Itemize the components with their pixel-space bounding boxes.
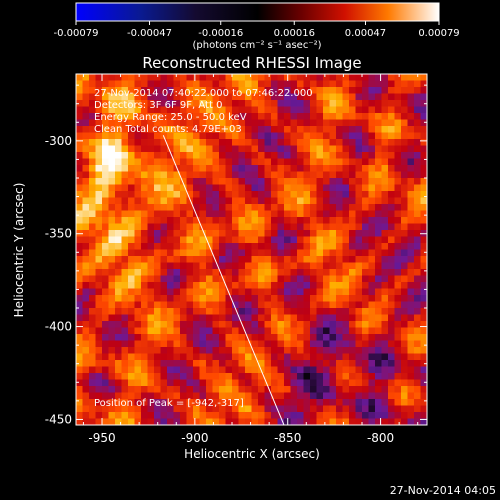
colorbar-tick-label: -0.00047 xyxy=(127,28,172,39)
y-tick-label: -350 xyxy=(45,227,72,241)
annotation-peak-position: Position of Peak = [-942,-317] xyxy=(94,398,244,409)
y-tick-label: -300 xyxy=(45,134,72,148)
x-tick-label: -800 xyxy=(367,431,394,445)
colorbar-tick-label: 0.00047 xyxy=(345,28,386,39)
heatmap-image xyxy=(76,74,427,425)
colorbar-tick-label: 0.00016 xyxy=(274,28,315,39)
colorbar-tick-label: -0.00016 xyxy=(198,28,243,39)
y-tick-label: -450 xyxy=(45,412,72,426)
plot-frame xyxy=(75,73,428,426)
annotation-clean-counts: Clean Total counts: 4.79E+03 xyxy=(94,124,242,135)
plot-area: -950 -900 -850 -800 -300 -350 -400 -450 xyxy=(45,73,428,445)
annotation-energy-range: Energy Range: 25.0 - 50.0 keV xyxy=(94,112,247,123)
axis-ticks: -950 -900 -850 -800 -300 -350 -400 -450 xyxy=(45,74,427,445)
y-axis-label: Heliocentric Y (arcsec) xyxy=(12,183,26,318)
annotation-time-range: 27-Nov-2014 07:40:22.000 to 07:46:22.000 xyxy=(94,88,313,99)
x-tick-label: -950 xyxy=(88,431,115,445)
annotation-detectors: Detectors: 3F 6F 9F, Att 0 xyxy=(94,100,222,111)
x-axis-label: Heliocentric X (arcsec) xyxy=(184,447,320,461)
x-tick-label: -850 xyxy=(274,431,301,445)
colorbar-gradient xyxy=(75,2,440,22)
colorbar-ticks: -0.00079 -0.00047 -0.00016 0.00016 0.00047 0.… xyxy=(54,21,460,39)
annotation-block: 27-Nov-2014 07:40:22.000 to 07:46:22.000… xyxy=(94,88,313,409)
colorbar-tick-label: 0.00079 xyxy=(418,28,459,39)
colorbar: -0.00079 -0.00047 -0.00016 0.00016 0.00047 0.… xyxy=(54,2,460,51)
y-tick-label: -400 xyxy=(45,320,72,334)
solar-limb-line xyxy=(162,135,285,426)
x-tick-label: -900 xyxy=(181,431,208,445)
chart-title: Reconstructed RHESSI Image xyxy=(142,54,361,72)
colorbar-tick-label: -0.00079 xyxy=(54,28,99,39)
colorbar-unit-label: (photons cm⁻² s⁻¹ asec⁻²) xyxy=(192,40,321,51)
timestamp: 27-Nov-2014 04:05 xyxy=(390,484,496,497)
